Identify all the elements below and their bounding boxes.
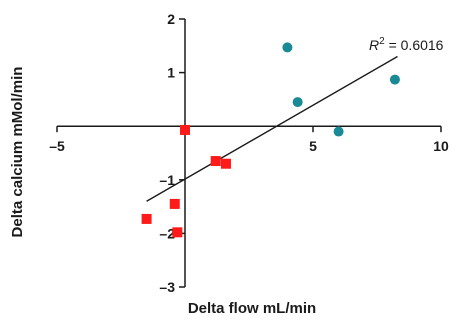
- y-axis-title: Delta calcium mMol/min: [9, 67, 26, 238]
- x-axis-title: Delta flow mL/min: [188, 300, 316, 317]
- axes: –5 5 10 2 1 –1 –2 –3: [49, 11, 449, 295]
- y-tick-label: –2: [159, 225, 175, 241]
- r-squared-annotation: R2 = 0.6016: [369, 36, 444, 53]
- r-label: R: [369, 37, 379, 53]
- data-point-circle: [333, 126, 344, 137]
- x-ticks: –5 5 10: [49, 126, 449, 154]
- r-value: = 0.6016: [385, 37, 444, 53]
- data-point-square: [141, 213, 152, 224]
- trendline: [146, 55, 398, 202]
- x-tick-label: –5: [49, 138, 65, 154]
- data-point-square: [169, 198, 180, 209]
- data-point-square: [210, 156, 221, 167]
- y-ticks: 2 1 –1 –2 –3: [159, 11, 185, 295]
- y-tick-label: 2: [167, 11, 175, 27]
- data-point-circle: [282, 42, 293, 53]
- data-point-square: [220, 158, 231, 169]
- data-point-square: [172, 227, 183, 238]
- y-tick-label: 1: [167, 65, 175, 81]
- data-point-circle: [389, 74, 400, 85]
- r-superscript: 2: [379, 36, 385, 47]
- data-points: [141, 42, 400, 238]
- data-point-square: [180, 124, 190, 135]
- data-point-circle: [292, 97, 303, 108]
- x-tick-label: 5: [309, 138, 317, 154]
- y-tick-label: –1: [159, 172, 175, 188]
- x-tick-label: 10: [433, 138, 449, 154]
- y-tick-label: –3: [159, 279, 175, 295]
